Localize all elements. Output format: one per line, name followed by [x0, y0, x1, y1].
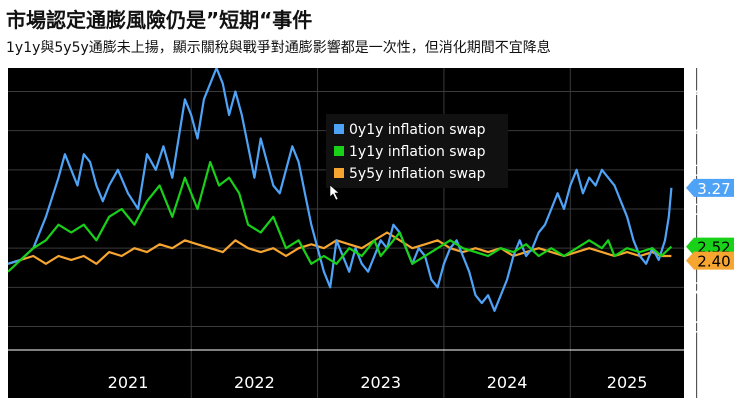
series-line-0y1y: [8, 68, 673, 312]
x-tick-label: 2021: [108, 373, 149, 392]
last-value-tag-label: 2.40: [697, 253, 730, 271]
mouse-cursor-icon: [329, 184, 340, 201]
last-value-tag-5y5y: 2.40: [686, 251, 734, 271]
last-value-tag-label: 3.27: [697, 180, 730, 198]
legend-label-0y1y: 0y1y inflation swap: [349, 122, 486, 138]
x-tick-label: 2022: [234, 373, 275, 392]
x-axis: 2021 2022 2023 2024 2025: [8, 349, 686, 392]
legend-label-5y5y: 5y5y inflation swap: [349, 166, 486, 182]
y-tick-label: 4.00: [694, 122, 730, 141]
last-value-tags: 3.272.522.40: [686, 178, 734, 271]
last-value-tag-bg: [686, 178, 734, 197]
y-tick-label: 1.50: [694, 318, 730, 337]
legend-swatch-1y1y: [334, 146, 344, 156]
x-tick-label: 2024: [487, 373, 528, 392]
page-title: 市場認定通膨風險仍是”短期“事件: [6, 8, 313, 32]
legend: 0y1y inflation swap 1y1y inflation swap …: [326, 114, 508, 188]
x-tick-label: 2025: [607, 373, 648, 392]
x-tick-label: 2023: [360, 373, 401, 392]
legend-label-1y1y: 1y1y inflation swap: [349, 144, 486, 160]
y-axis: 4.504.003.503.002.502.001.50: [685, 68, 730, 350]
last-value-tag-bg: [686, 251, 734, 270]
legend-box: [326, 114, 508, 188]
legend-swatch-0y1y: [334, 124, 344, 134]
inflation-swap-chart: 4.504.003.503.002.502.001.50 20212022202…: [8, 68, 734, 398]
legend-swatch-5y5y: [334, 168, 344, 178]
series-line-1y1y: [8, 160, 673, 273]
last-value-tag-bg: [686, 237, 734, 256]
x-axis-band: [8, 350, 684, 398]
series-lines: [8, 68, 673, 312]
page-subtitle: 1y1y與5y5y通膨未上揚，顯示關稅與戰爭對通膨影響都是一次性，但消化期間不宜…: [6, 40, 551, 56]
y-tick-label: 4.50: [694, 83, 730, 102]
last-value-tag-0y1y: 3.27: [686, 178, 734, 198]
y-tick-label: 3.50: [694, 161, 730, 180]
y-tick-label: 2.00: [694, 278, 730, 297]
y-tick-label: 3.00: [694, 200, 730, 219]
grid-lines: [8, 68, 698, 398]
